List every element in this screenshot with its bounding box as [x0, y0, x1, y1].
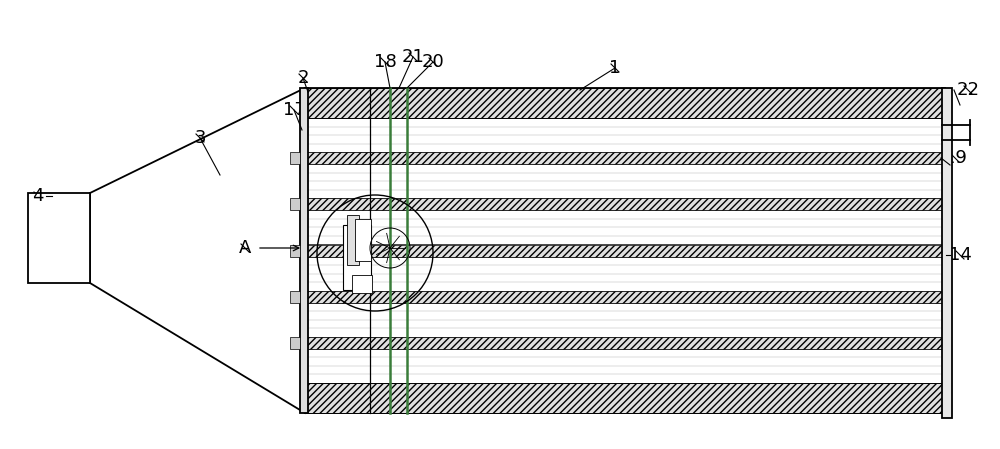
Bar	[305, 210, 945, 245]
Text: A: A	[239, 239, 251, 257]
Text: 2: 2	[297, 69, 309, 87]
Bar	[305, 383, 945, 413]
Text: 18: 18	[374, 53, 396, 71]
Bar	[347, 215, 359, 265]
Text: 3: 3	[194, 129, 206, 147]
Bar	[300, 88, 308, 413]
Bar	[305, 303, 945, 337]
Bar	[290, 152, 300, 164]
Bar	[305, 256, 945, 291]
Bar	[942, 88, 952, 418]
Text: 17: 17	[283, 101, 305, 119]
Bar	[290, 291, 300, 303]
Bar	[290, 198, 300, 210]
Bar	[290, 337, 300, 349]
Text: 14: 14	[949, 246, 971, 264]
Bar	[305, 291, 945, 303]
Text: 19: 19	[944, 149, 966, 167]
Bar	[305, 349, 945, 383]
Bar	[305, 88, 945, 118]
Bar	[305, 164, 945, 198]
Text: 1: 1	[609, 59, 621, 77]
Bar	[290, 245, 300, 256]
Text: 4: 4	[32, 187, 44, 205]
Bar	[305, 245, 945, 256]
Bar	[28, 193, 90, 283]
Bar	[343, 225, 371, 290]
Text: 22: 22	[956, 81, 980, 99]
Polygon shape	[90, 88, 305, 413]
Bar	[305, 337, 945, 349]
Bar	[355, 219, 371, 261]
Bar	[305, 88, 945, 413]
Text: 20: 20	[422, 53, 444, 71]
Bar	[305, 198, 945, 210]
Text: 21: 21	[402, 48, 424, 66]
Bar	[305, 118, 945, 152]
Bar	[352, 275, 372, 293]
Bar	[305, 152, 945, 164]
